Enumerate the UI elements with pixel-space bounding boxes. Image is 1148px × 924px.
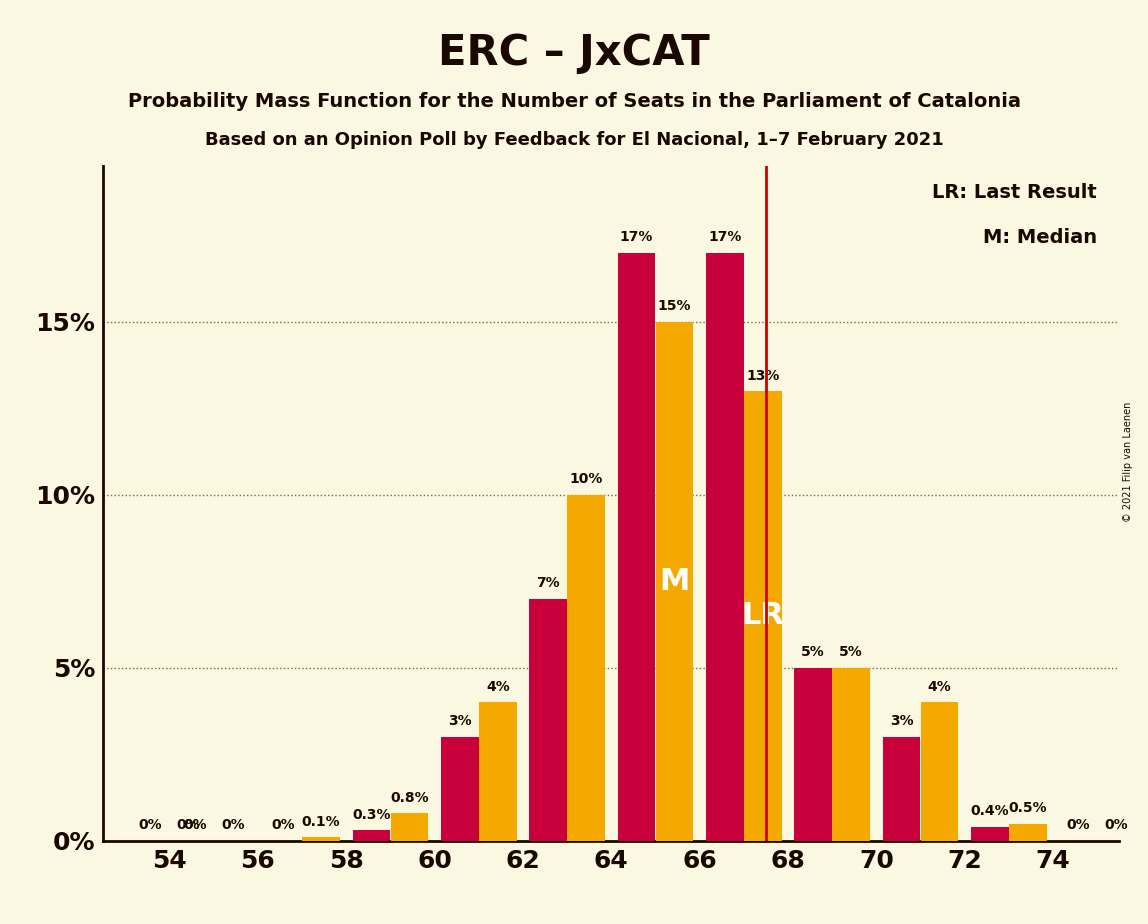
- Text: 0.5%: 0.5%: [1009, 801, 1047, 815]
- Text: 4%: 4%: [928, 680, 952, 694]
- Bar: [529, 599, 567, 841]
- Text: LR: Last Result: LR: Last Result: [932, 183, 1097, 202]
- Text: 7%: 7%: [536, 576, 560, 590]
- Bar: [302, 837, 340, 841]
- Text: 0%: 0%: [1066, 818, 1091, 833]
- Text: 0%: 0%: [271, 818, 295, 833]
- Text: 0%: 0%: [220, 818, 245, 833]
- Text: 3%: 3%: [448, 714, 472, 728]
- Text: © 2021 Filip van Laenen: © 2021 Filip van Laenen: [1124, 402, 1133, 522]
- Text: 0.8%: 0.8%: [390, 791, 428, 805]
- Bar: [832, 668, 870, 841]
- Text: 0%: 0%: [183, 818, 207, 833]
- Text: Probability Mass Function for the Number of Seats in the Parliament of Catalonia: Probability Mass Function for the Number…: [127, 92, 1021, 112]
- Text: M: Median: M: Median: [983, 228, 1097, 248]
- Bar: [706, 253, 744, 841]
- Text: M: M: [659, 567, 690, 596]
- Text: ERC – JxCAT: ERC – JxCAT: [439, 32, 709, 74]
- Bar: [352, 831, 390, 841]
- Bar: [794, 668, 832, 841]
- Text: 0%: 0%: [139, 818, 162, 833]
- Text: 15%: 15%: [658, 299, 691, 313]
- Bar: [921, 702, 959, 841]
- Text: Based on an Opinion Poll by Feedback for El Nacional, 1–7 February 2021: Based on an Opinion Poll by Feedback for…: [204, 131, 944, 149]
- Bar: [479, 702, 517, 841]
- Text: 0.3%: 0.3%: [352, 808, 390, 821]
- Bar: [567, 495, 605, 841]
- Text: 10%: 10%: [569, 472, 603, 486]
- Bar: [441, 737, 479, 841]
- Text: 13%: 13%: [746, 369, 779, 383]
- Bar: [1009, 823, 1047, 841]
- Text: 17%: 17%: [708, 230, 742, 244]
- Text: 5%: 5%: [839, 645, 863, 659]
- Bar: [390, 813, 428, 841]
- Bar: [744, 391, 782, 841]
- Bar: [656, 322, 693, 841]
- Text: 0%: 0%: [1104, 818, 1128, 833]
- Text: LR: LR: [742, 602, 784, 630]
- Text: 4%: 4%: [486, 680, 510, 694]
- Text: 17%: 17%: [620, 230, 653, 244]
- Text: 0.1%: 0.1%: [302, 815, 341, 829]
- Text: 0.4%: 0.4%: [970, 805, 1009, 819]
- Text: 5%: 5%: [801, 645, 825, 659]
- Bar: [618, 253, 656, 841]
- Bar: [971, 827, 1009, 841]
- Bar: [883, 737, 921, 841]
- Text: 0%: 0%: [177, 818, 201, 833]
- Text: 3%: 3%: [890, 714, 914, 728]
